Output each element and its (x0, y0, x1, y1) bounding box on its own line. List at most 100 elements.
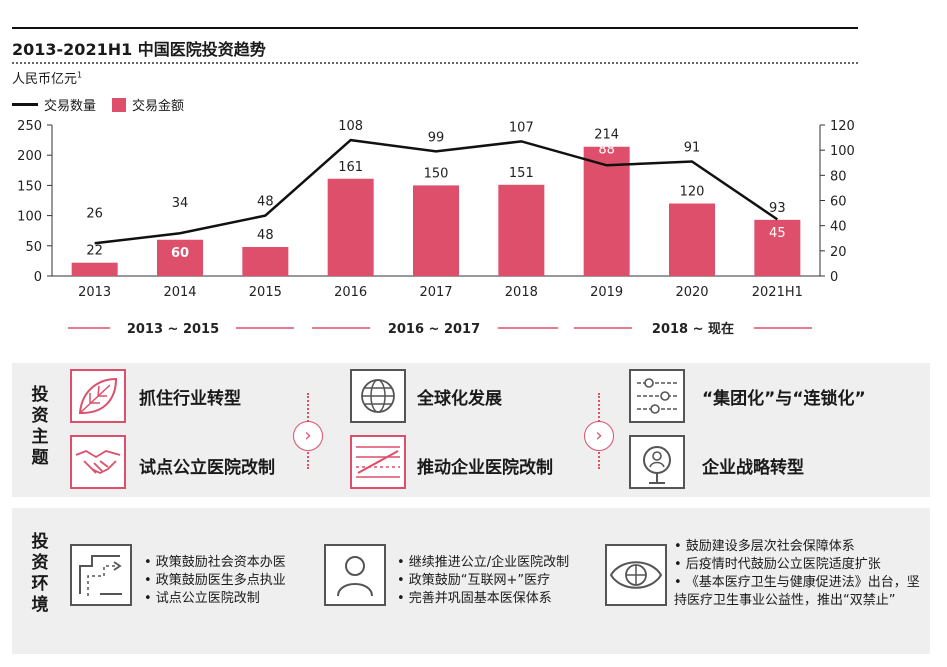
x-axis-tick-label: 2016 (334, 285, 367, 300)
chart-line (94, 138, 779, 245)
environment-bullets-2: • 继续推进公立/企业医院改制 • 政策鼓励“互联网+”医疗 • 完善并巩固基本… (397, 554, 569, 608)
line-value-label: 45 (769, 226, 786, 241)
chart-labels: 22 60 48 161 150 151 214 120 93 26 34 48 108 99 107 88 9… (86, 119, 785, 261)
right-axis-tick-label: 80 (830, 169, 847, 184)
bar-2019 (583, 146, 630, 276)
environment-bullet: • 政策鼓励医生多点执业 (144, 573, 286, 588)
bar-value-label: 161 (338, 160, 363, 175)
investment-chart: 0 50 100 150 200 250 0 20 40 60 80 100 120 2013 2014 20… (17, 119, 855, 337)
themes-arrow-1: › (293, 421, 323, 451)
environment-bullet: • 继续推进公立/企业医院改制 (397, 555, 570, 570)
bar-value-label: 60 (171, 246, 189, 261)
left-axis-tick-label: 250 (17, 119, 42, 134)
bar-value-label: 151 (509, 166, 534, 181)
handshake-icon (70, 435, 126, 489)
themes-row-title: 投资主题 (30, 385, 50, 469)
title-rule (12, 27, 858, 29)
theme-label-public-hospital-pilot: 试点公立医院改制 (139, 458, 275, 478)
unit-label: 人民币亿元1 (12, 68, 82, 87)
left-axis-tick-label: 150 (17, 179, 42, 194)
left-axis-tick-label: 200 (17, 149, 42, 164)
environment-bullets-1: • 政策鼓励社会资本办医 • 政策鼓励医生多点执业 • 试点公立医院改制 (144, 554, 286, 608)
period-label: 2013 ~ 2015 (127, 322, 219, 337)
bar-2018 (498, 184, 545, 276)
bar-value-label: 150 (424, 166, 449, 181)
person-icon (324, 544, 386, 606)
legend-bar-label: 交易金额 (132, 99, 185, 114)
theme-label-globalization: 全球化发展 (417, 389, 502, 409)
leaf-icon (70, 369, 126, 423)
environment-bullets-3: • 鼓励建设多层次社会保障体系 • 后疫情时代鼓励公立医院适度扩张 • 《基本医… (674, 538, 924, 610)
dotted-divider (12, 62, 858, 64)
environment-bullet: • 政策鼓励社会资本办医 (144, 555, 286, 570)
row-title-char: 资 (31, 406, 49, 426)
x-axis-tick-label: 2018 (505, 285, 538, 300)
flow-route-icon (70, 544, 132, 606)
line-value-label: 108 (338, 119, 363, 134)
bar-2016 (327, 178, 374, 276)
environment-row-title: 投资环境 (30, 532, 50, 616)
row-title-char: 主 (31, 427, 49, 447)
theme-label-industry-transformation: 抓住行业转型 (139, 389, 241, 409)
x-axis-tick-label: 2014 (163, 285, 196, 300)
bar-2013 (71, 262, 118, 276)
themes-arrow-2: › (584, 421, 614, 451)
environment-bullet: • 鼓励建设多层次社会保障体系 (674, 539, 855, 554)
bar-2020 (669, 203, 715, 276)
sliders-icon (629, 369, 685, 423)
row-title-char: 投 (31, 385, 49, 405)
right-axis-tick-label: 20 (830, 245, 847, 260)
bar-value-label: 93 (769, 201, 786, 216)
unit-text: 人民币亿元 (12, 72, 78, 87)
chart-axes: 0 50 100 150 200 250 0 20 40 60 80 100 120 2013 2014 20… (17, 119, 855, 300)
line-value-label: 88 (598, 142, 615, 157)
row-title-char: 题 (31, 448, 49, 468)
row-title-char: 投 (31, 532, 49, 552)
line-value-label: 91 (684, 140, 701, 155)
line-value-label: 107 (509, 120, 534, 135)
bar-value-label: 48 (257, 228, 274, 243)
legend-line-label: 交易数量 (44, 99, 97, 114)
line-value-label: 34 (172, 196, 189, 211)
line-value-label: 48 (257, 195, 274, 210)
environment-bullet: • 政策鼓励“互联网+”医疗 (397, 573, 551, 588)
theme-label-strategic-transformation: 企业战略转型 (702, 458, 804, 478)
row-title-char: 境 (31, 595, 49, 615)
deal-count-line (94, 138, 779, 245)
bar-2015 (242, 247, 289, 276)
environment-bullet: • 完善并巩固基本医保体系 (397, 591, 552, 606)
chart-legend: 交易数量 交易金额 (12, 95, 184, 114)
bar-value-label: 214 (594, 128, 619, 143)
bar-2017 (413, 185, 459, 276)
x-axis-tick-label: 2015 (249, 285, 282, 300)
x-axis-tick-label: 2020 (675, 285, 708, 300)
row-title-char: 资 (31, 553, 49, 573)
chart-lines-icon (350, 435, 406, 489)
x-axis-tick-label: 2021H1 (752, 285, 803, 300)
globe-icon (350, 369, 406, 423)
right-axis-tick-label: 0 (830, 270, 838, 285)
themes-panel: 投资主题 抓住行业转型 试点公立医院改制 › 全球化发展 推动企业医院改制 › … (12, 363, 930, 497)
left-axis-tick-label: 100 (17, 210, 42, 225)
left-axis-tick-label: 50 (25, 240, 42, 255)
period-label: 2018 ~ 现在 (652, 321, 734, 337)
right-axis-tick-label: 100 (830, 144, 855, 159)
magnifier-person-icon (629, 435, 685, 489)
environment-bullet: • 试点公立医院改制 (144, 591, 260, 606)
right-axis-tick-label: 60 (830, 195, 847, 210)
right-axis-tick-label: 40 (830, 220, 847, 235)
row-title-char: 环 (31, 574, 49, 594)
bar-value-label: 22 (86, 244, 103, 259)
environment-bullet: • 后疫情时代鼓励公立医院适度扩张 (674, 557, 881, 572)
period-label: 2016 ~ 2017 (388, 322, 480, 337)
environment-panel: 投资环境 • 政策鼓励社会资本办医 • 政策鼓励医生多点执业 • 试点公立医院改… (12, 508, 930, 654)
line-value-label: 99 (428, 130, 445, 145)
period-row: 2013 ~ 2015 2016 ~ 2017 2018 ~ 现在 (68, 321, 812, 337)
x-axis-tick-label: 2019 (590, 285, 623, 300)
left-axis-tick-label: 0 (34, 270, 42, 285)
eye-globe-icon (605, 544, 667, 606)
chart-bars (71, 146, 801, 276)
environment-bullet: • 《基本医疗卫生与健康促进法》出台，坚持医疗卫生事业公益性，推出“双禁止” (674, 575, 920, 608)
right-axis-tick-label: 120 (830, 119, 855, 134)
legend-bar-swatch (112, 97, 127, 112)
